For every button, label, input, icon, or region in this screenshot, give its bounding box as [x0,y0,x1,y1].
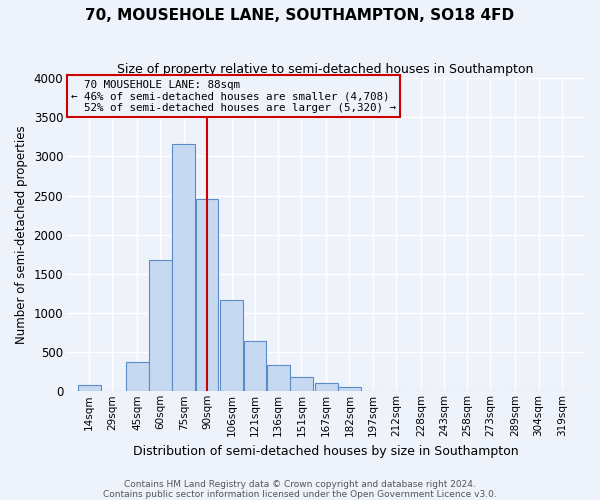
Bar [172,144,195,392]
Bar [126,362,149,392]
Bar [290,377,313,392]
Bar [149,260,172,392]
Title: Size of property relative to semi-detached houses in Southampton: Size of property relative to semi-detach… [117,62,533,76]
Text: Contains HM Land Registry data © Crown copyright and database right 2024.: Contains HM Land Registry data © Crown c… [124,480,476,489]
Y-axis label: Number of semi-detached properties: Number of semi-detached properties [15,126,28,344]
Bar [220,300,243,392]
Bar [338,387,361,392]
Text: 70 MOUSEHOLE LANE: 88sqm
← 46% of semi-detached houses are smaller (4,708)
  52%: 70 MOUSEHOLE LANE: 88sqm ← 46% of semi-d… [71,80,396,113]
Bar [196,200,218,392]
Text: Contains public sector information licensed under the Open Government Licence v3: Contains public sector information licen… [103,490,497,499]
Bar [267,364,290,392]
X-axis label: Distribution of semi-detached houses by size in Southampton: Distribution of semi-detached houses by … [133,444,518,458]
Bar [244,341,266,392]
Text: 70, MOUSEHOLE LANE, SOUTHAMPTON, SO18 4FD: 70, MOUSEHOLE LANE, SOUTHAMPTON, SO18 4F… [85,8,515,22]
Bar [78,386,101,392]
Bar [315,382,338,392]
